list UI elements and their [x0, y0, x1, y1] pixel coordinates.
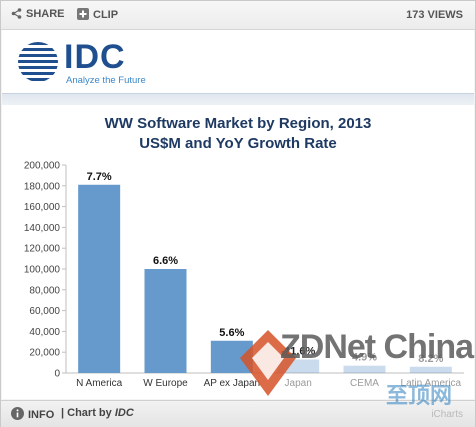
x-tick-label: N America	[76, 378, 123, 389]
info-button[interactable]: INFO	[11, 407, 54, 421]
data-label: 7.7%	[87, 171, 112, 183]
plus-icon	[77, 8, 89, 20]
y-tick-label: 120,000	[24, 244, 61, 255]
data-label: 5.6%	[219, 327, 244, 339]
x-tick-label: Latin America	[401, 378, 462, 389]
y-tick-label: 100,000	[24, 265, 61, 276]
x-tick-label: Japan	[285, 378, 312, 389]
y-tick-label: 140,000	[24, 223, 61, 234]
clip-label: CLIP	[93, 9, 119, 21]
y-tick-label: 40,000	[29, 327, 60, 338]
chart-subtitle: US$M and YoY Growth Rate	[139, 135, 337, 152]
clip-button[interactable]: CLIP	[77, 8, 118, 21]
header-divider	[2, 93, 474, 106]
top-toolbar: SHARE CLIP 173 VIEWS	[1, 1, 475, 30]
x-tick-label: CEMA	[350, 378, 379, 389]
info-label: INFO	[28, 409, 55, 421]
share-icon	[11, 8, 22, 19]
idc-globe-icon	[18, 42, 58, 81]
bar	[210, 340, 253, 373]
x-tick-label: AP ex Japan	[204, 378, 261, 389]
chart-credit-name[interactable]: IDC	[114, 407, 134, 419]
x-tick-label: W Europe	[143, 378, 188, 389]
logo-tagline: Analyze the Future	[66, 75, 146, 86]
bar	[78, 184, 121, 373]
y-tick-label: 180,000	[24, 181, 61, 192]
chart-credit: | Chart by IDC	[61, 407, 134, 419]
chart-title: WW Software Market by Region, 2013	[104, 115, 372, 132]
bottom-toolbar: INFO | Chart by IDC iCharts	[1, 400, 475, 427]
y-tick-label: 0	[54, 369, 60, 380]
y-tick-label: 160,000	[24, 202, 61, 213]
info-icon	[11, 407, 24, 420]
icharts-brand: iCharts	[431, 409, 463, 420]
y-tick-label: 200,000	[24, 161, 61, 172]
share-label: SHARE	[26, 8, 65, 20]
share-button[interactable]: SHARE	[11, 8, 65, 20]
chart-credit-prefix: | Chart by	[61, 407, 112, 419]
y-tick-label: 60,000	[29, 306, 60, 317]
data-label: -11.6%	[281, 345, 315, 357]
bar	[277, 359, 320, 373]
view-count: 173 VIEWS	[406, 9, 463, 21]
chart-area: WW Software Market by Region, 2013 US$M …	[2, 105, 474, 399]
logo-wordmark: IDC	[64, 38, 126, 76]
y-tick-label: 80,000	[29, 285, 60, 296]
data-label: 8.2%	[418, 353, 443, 365]
bar	[409, 366, 452, 373]
data-label: 4.9%	[352, 352, 377, 364]
data-label: 6.6%	[153, 255, 178, 267]
y-tick-label: 20,000	[29, 348, 60, 359]
bar-chart: 0 20,000 40,000 60,000 80,000 100,000 120,000 1…	[24, 161, 464, 389]
bar	[144, 269, 187, 373]
logo-header: IDC Analyze the Future	[2, 30, 474, 93]
bar	[343, 365, 386, 373]
